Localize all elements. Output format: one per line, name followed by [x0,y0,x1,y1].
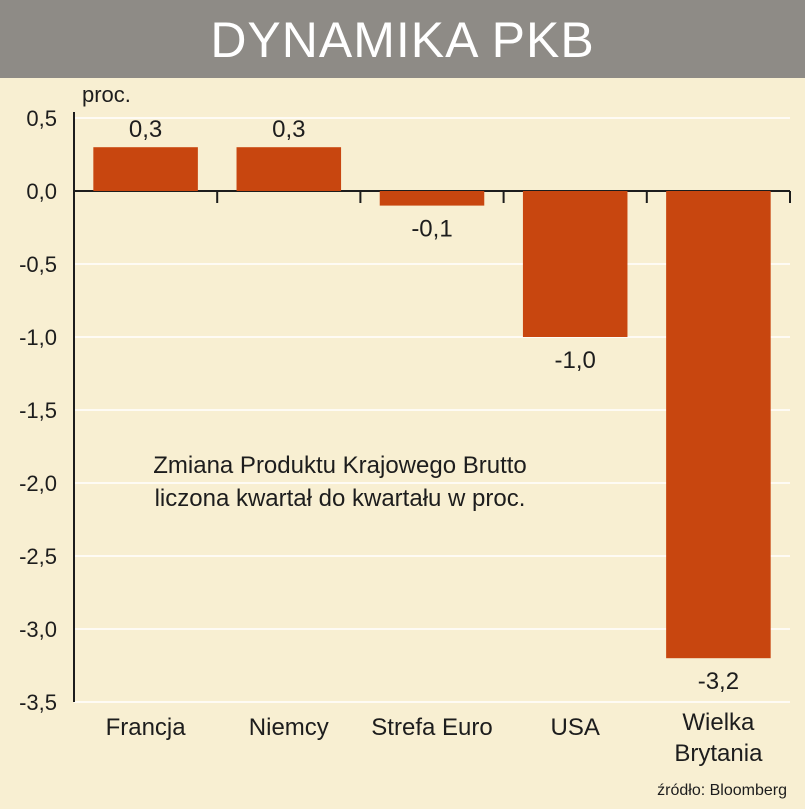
x-category-label: Francja [106,714,187,741]
source-note: źródło: Bloomberg [657,782,787,799]
bar-value-label: -3,2 [698,668,739,695]
y-tick-label: -1,5 [19,398,57,423]
bar-value-label: 0,3 [129,116,162,143]
y-tick-label: -2,0 [19,471,57,496]
x-category-label: Wielka Brytania [674,709,763,767]
chart-annotation-line: Zmiana Produktu Krajowego Brutto [153,452,527,479]
chart-title: DYNAMIKA PKB [210,12,595,68]
bar-value-label: -1,0 [555,347,596,374]
y-tick-label: -3,5 [19,690,57,715]
bar [236,147,342,191]
y-unit-label: proc. [82,82,131,107]
x-category-label: Strefa Euro [371,714,492,741]
y-tick-label: 0,0 [26,179,57,204]
x-category-label: Niemcy [249,714,329,741]
y-tick-label: -1,0 [19,325,57,350]
chart-annotation-line: liczona kwartał do kwartału w proc. [155,485,526,512]
title-bar: DYNAMIKA PKB [0,0,805,78]
x-category-label: USA [551,714,600,741]
y-tick-label: -2,5 [19,544,57,569]
bar [522,191,628,337]
bar [379,191,485,206]
bar-value-label: 0,3 [272,116,305,143]
bar [666,191,771,659]
chart-container: proc. 0,5 0,0 -0,5 -1,0 -1,5 -2,0 -2,5 -3,0 -3,5 0… [0,78,805,809]
bar [93,147,198,191]
y-tick-label: -0,5 [19,252,57,277]
bar-value-label: -0,1 [411,216,452,243]
gdp-bar-chart: proc. 0,5 0,0 -0,5 -1,0 -1,5 -2,0 -2,5 -3,0 -3,5 0… [19,82,791,767]
y-tick-label: -3,0 [19,617,57,642]
y-tick-label: 0,5 [26,106,57,131]
